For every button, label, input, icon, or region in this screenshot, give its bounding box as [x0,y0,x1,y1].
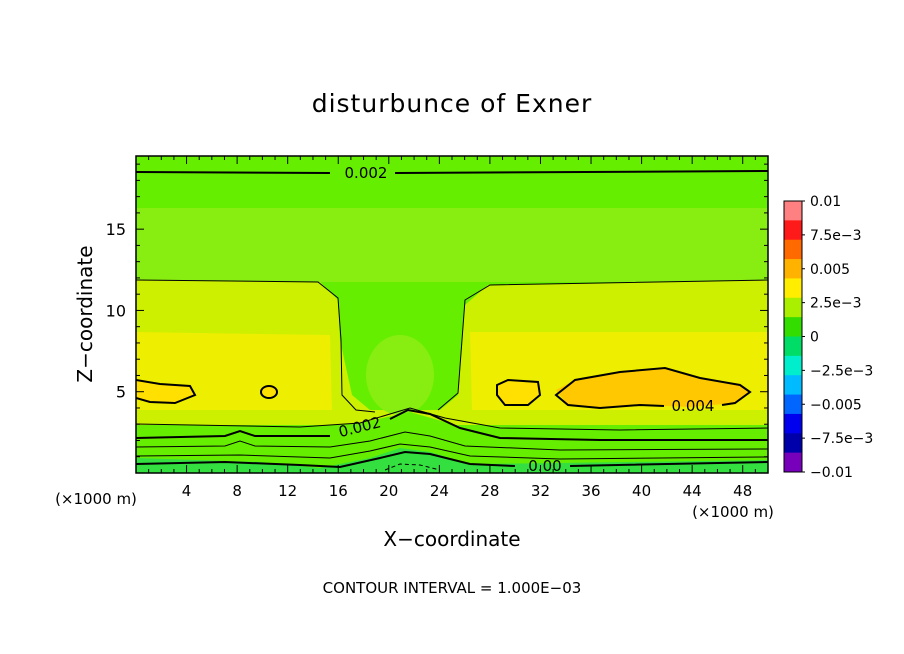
colorbar-swatch [784,278,802,299]
colorbar-swatch [784,452,802,473]
colorbar-swatch [784,259,802,279]
x-axis-label: X−coordinate [383,527,520,551]
x-tick-label: 12 [278,482,297,500]
y-tick-label: 5 [116,383,126,402]
x-tick-label: 32 [531,482,550,500]
contour-label-top: 0.002 [345,164,388,182]
colorbar-label: −2.5e−3 [810,363,873,379]
contour-thin-upper [136,279,768,413]
contour-interval-note: CONTOUR INTERVAL = 1.000E−03 [323,579,582,597]
y-tick-label: 15 [106,220,126,239]
x-tick-label: 40 [632,482,651,500]
y-tick-label: 10 [106,301,126,320]
contour-000 [136,450,768,469]
x-tick-label: 20 [379,482,398,500]
colorbar-swatch [784,239,802,260]
axis-ticks [135,156,769,473]
fill-band-upper [136,208,768,282]
colorbar-labels: 0.01 7.5e−3 0.005 2.5e−3 0 −2.5e−3 −0.005 −7.5e… [802,194,873,481]
x-tick-label: 44 [683,482,702,500]
colorbar-swatch [784,433,802,454]
y-axis-label: Z−coordinate [73,245,97,382]
x-tick-label: 16 [329,482,348,500]
contour-0004-small [260,385,278,399]
colorbar-swatch [784,394,802,415]
colorbar-label: 2.5e−3 [810,296,862,312]
x-unit-right: (×1000 m) [692,503,774,521]
colorbar-label: −7.5e−3 [810,431,873,447]
x-tick-label: 48 [733,482,752,500]
contour-0004-mid [496,378,542,406]
contour-thin-2 [136,431,768,451]
contour-thin-3 [136,443,768,460]
x-tick-label: 8 [232,482,242,500]
colorbar-swatch [784,413,802,434]
y-tick-labels: 5 10 15 [106,220,126,402]
contour-0004-right [554,366,752,410]
colorbar [784,201,802,473]
contour-dashed-neg [384,463,441,471]
colorbar-label: 0.01 [810,194,841,210]
chart-title: disturbunce of Exner [312,89,593,118]
colorbar-label: 0 [810,330,819,346]
x-tick-label: 36 [581,482,600,500]
colorbar-label: −0.005 [810,397,862,413]
x-tick-label: 24 [430,482,449,500]
fill-max-small [261,386,277,398]
colorbar-label: −0.01 [810,465,853,481]
colorbar-swatch [784,201,802,221]
colorbar-swatch [784,336,802,357]
contour-0002-lower [136,408,768,441]
fill-max-mid [497,380,540,405]
contour-top-0002 [136,170,768,174]
x-tick-label: 28 [480,482,499,500]
colorbar-label: 7.5e−3 [810,228,862,244]
colorbar-swatch [784,317,802,337]
colorbar-swatch [784,355,802,376]
x-tick-labels: 4 8 12 16 20 24 28 32 36 40 44 48 [182,482,752,500]
contour-0004-left [136,379,197,405]
colorbar-swatch [784,297,802,318]
x-tick-label: 4 [182,482,192,500]
plot-area [136,156,768,473]
x-unit-left: (×1000 m) [55,490,137,508]
colorbar-swatch [784,220,802,241]
contour-label-right: 0.004 [672,397,715,415]
colorbar-label: 0.005 [810,262,850,278]
fill-max-right [556,368,750,408]
fill-column-center [366,335,434,415]
contour-thin-1 [136,407,768,431]
colorbar-swatch [784,375,802,396]
